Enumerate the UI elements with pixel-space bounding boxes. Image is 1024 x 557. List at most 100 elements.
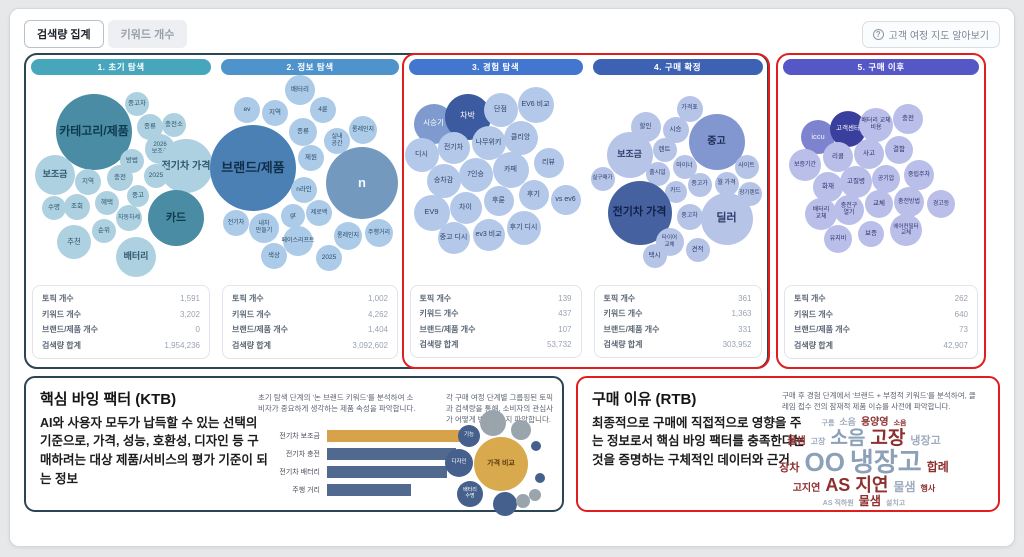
- bubble-교체: 교체: [865, 190, 893, 218]
- bubble-보조금: 보조금: [35, 155, 75, 195]
- stat-value: 73: [959, 325, 968, 334]
- stat-row: 토픽 개수 1,591: [42, 293, 200, 304]
- stage-panel-initial-exploration: 1. 초기 탐색 중고차 카테고리/제품 종류 충전소 2026 보조금 전기차 가격 방법 2…: [26, 55, 216, 367]
- bubble-지역: 지역: [75, 169, 101, 195]
- stat-label: 키워드 개수: [232, 309, 272, 319]
- bar-row-주행 거리: 주행 거리: [258, 483, 508, 496]
- stage-header: 3. 경험 탐색: [408, 58, 583, 75]
- bubble-중고: 중고: [688, 113, 745, 170]
- topbar: 검색량 집계 키워드 개수 ? 고객 여정 지도 알아보기: [24, 20, 1000, 48]
- bubble-리뷰: 리뷰: [533, 147, 564, 178]
- dashboard-card: 검색량 집계 키워드 개수 ? 고객 여정 지도 알아보기 1. 초기 탐색 중고…: [9, 8, 1015, 547]
- cloud-word-OO: OO: [804, 446, 845, 477]
- bubble-후륜: 후륜: [483, 185, 514, 216]
- stat-row: 검색량 합계 303,952: [604, 339, 752, 350]
- cloud-word-AS 직하원: AS 직하원: [822, 499, 854, 507]
- stat-value: 1,954,236: [164, 340, 200, 350]
- bubble-배터리: 배터리: [116, 237, 156, 277]
- bubble-롱레인지: 롱레인지: [334, 222, 362, 250]
- bubble-페이스리프트: 페이스리프트: [281, 226, 315, 256]
- stat-value: 262: [954, 294, 968, 303]
- bubble-공기압: 공기압: [872, 165, 900, 193]
- bubble-결함: 결함: [885, 136, 913, 164]
- bar-row-전기차 보조금: 전기차 보조금: [258, 429, 508, 442]
- cloud-word-소음: 소음: [839, 416, 856, 427]
- bubble-종류: 종류: [137, 114, 163, 140]
- cloud-line: 장차 OO 냉장고 합례: [779, 449, 949, 475]
- stage-group-5-highlight: 5. 구매 이후 iccu 고객센터 배터리 교체 비용 충전 리콜 사고 결함 보증기간 화재 고…: [776, 53, 986, 369]
- bubble-롱레인지: 롱레인지: [349, 116, 377, 144]
- stat-value: 0: [195, 325, 200, 334]
- tab-keyword-count[interactable]: 키워드 개수: [107, 20, 188, 48]
- stat-row: 브랜드/제품 개수 73: [794, 324, 968, 335]
- stat-label: 검색량 합계: [794, 340, 834, 350]
- stats-box: 토픽 개수 361 키워드 개수 1,363 브랜드/제품 개수 331 검색량 합계 303…: [593, 284, 762, 358]
- bubble-vs ev6: vs ev6: [550, 184, 581, 215]
- tab-search-volume[interactable]: 검색량 집계: [24, 20, 104, 48]
- stage-header: 2. 정보 탐색: [221, 59, 399, 75]
- bubble-n라인: n라인: [291, 177, 317, 203]
- cloud-word-냉장고: 냉장고: [849, 446, 922, 477]
- bubble-차이: 차이: [449, 191, 482, 224]
- stats-box: 토픽 개수 1,591 키워드 개수 3,202 브랜드/제품 개수 0 검색량 합계 1,9…: [32, 285, 210, 359]
- stat-value: 107: [558, 324, 572, 334]
- bubble-에어컨필터 교체: 에어컨필터 교체: [890, 214, 922, 246]
- bubble-딜러: 딜러: [700, 192, 753, 245]
- mini-bubble: [529, 488, 541, 501]
- bubble-2025: 2025: [316, 245, 342, 271]
- stat-row: 검색량 합계 53,732: [420, 339, 572, 350]
- bubble-ev3 비교: ev3 비교: [472, 218, 505, 251]
- mini-bubble: [516, 493, 530, 508]
- bubble-배터리 교체: 배터리 교체: [805, 198, 837, 230]
- bubble-chart: 시승기 차박 단점 EV6 비교 나무위키 클리앙 디시 전기차 카페 리뷰 승차감 7인승 후기 vs …: [404, 77, 588, 283]
- stat-row: 토픽 개수 262: [794, 293, 968, 304]
- rtb-desc: 구매 후 경험 단계에서 '브랜드 + 부정적 키워드'를 분석하여, 클레임 …: [782, 390, 976, 411]
- bar: [327, 465, 447, 478]
- stat-row: 키워드 개수 4,262: [232, 309, 388, 320]
- stat-label: 토픽 개수: [42, 294, 74, 303]
- stage-group-1-4: 1. 초기 탐색 중고차 카테고리/제품 종류 충전소 2026 보조금 전기차 가격 방법 2…: [24, 52, 770, 369]
- mini-bubble-가격 비교: 가격 비교: [474, 436, 528, 491]
- bubble-나무위키: 나무위키: [471, 125, 506, 160]
- stat-label: 브랜드/제품 개수: [232, 325, 288, 334]
- bubble-충전구 열기: 충전구 열기: [834, 195, 864, 225]
- rtb-wordcloud: 구름 소음 용양영 소음 물샘 고장 소음 고장 냉장고 장차 OO 냉장고 합례 고지연 AS 지연 물샘 행…: [744, 416, 984, 507]
- bubble-중고차: 중고차: [676, 203, 703, 230]
- stat-row: 검색량 합계 42,907: [794, 340, 968, 351]
- view-tabs: 검색량 집계 키워드 개수: [24, 20, 188, 48]
- stat-label: 검색량 합계: [42, 340, 82, 350]
- bubble-배터리: 배터리: [285, 75, 315, 105]
- bubble-혜택: 혜택: [95, 191, 119, 215]
- cloud-word-구름: 구름: [821, 419, 835, 427]
- bubble-전기차 가격: 전기차 가격: [159, 139, 213, 193]
- stats-box: 토픽 개수 262 키워드 개수 640 브랜드/제품 개수 73 검색량 합계 42,907: [784, 285, 978, 359]
- bubble-택시: 택시: [642, 243, 667, 268]
- mini-bubble: [535, 472, 545, 483]
- bubble-중고차: 중고차: [125, 92, 149, 116]
- bubble-중고: 중고: [127, 185, 149, 207]
- stat-label: 브랜드/제품 개수: [42, 325, 98, 334]
- bubble-보조금: 보조금: [606, 131, 653, 178]
- ktb-panel: 핵심 바잉 팩터 (KTB) AI와 사용자 모두가 납득할 수 있는 선택의 …: [24, 375, 564, 516]
- ktb-title: 핵심 바잉 팩터 (KTB): [40, 390, 177, 408]
- cloud-word-냉장고: 냉장고: [910, 434, 941, 447]
- bubble-사이트: 사이트: [734, 154, 759, 179]
- rtb-title: 구매 이유 (RTB): [592, 390, 697, 408]
- stat-row: 브랜드/제품 개수 331: [604, 324, 752, 335]
- bubble-월 가격: 월 가격: [714, 171, 739, 196]
- bubble-충전: 충전: [107, 165, 133, 191]
- stage-header: 5. 구매 이후: [783, 59, 979, 75]
- cloud-line: 구름 소음 용양영 소음: [821, 416, 907, 428]
- stat-value: 331: [738, 324, 752, 334]
- stat-row: 검색량 합계 3,092,602: [232, 340, 388, 351]
- bubble-실구매가: 실구매가: [590, 166, 615, 191]
- bar-label: 전기차 보조금: [279, 432, 320, 440]
- bubble-제로백: 제로백: [306, 200, 332, 226]
- bar: [327, 429, 477, 442]
- help-button[interactable]: ? 고객 여정 지도 알아보기: [861, 20, 1000, 48]
- ktb-desc-left: 초기 탐색 단계의 '논 브랜드 키워드'를 분석하여 소비자가 중요하게 생각…: [258, 392, 416, 413]
- cloud-word-용양영: 용양영: [860, 416, 889, 428]
- stat-value: 640: [954, 309, 968, 319]
- bubble-제원: 제원: [298, 145, 324, 171]
